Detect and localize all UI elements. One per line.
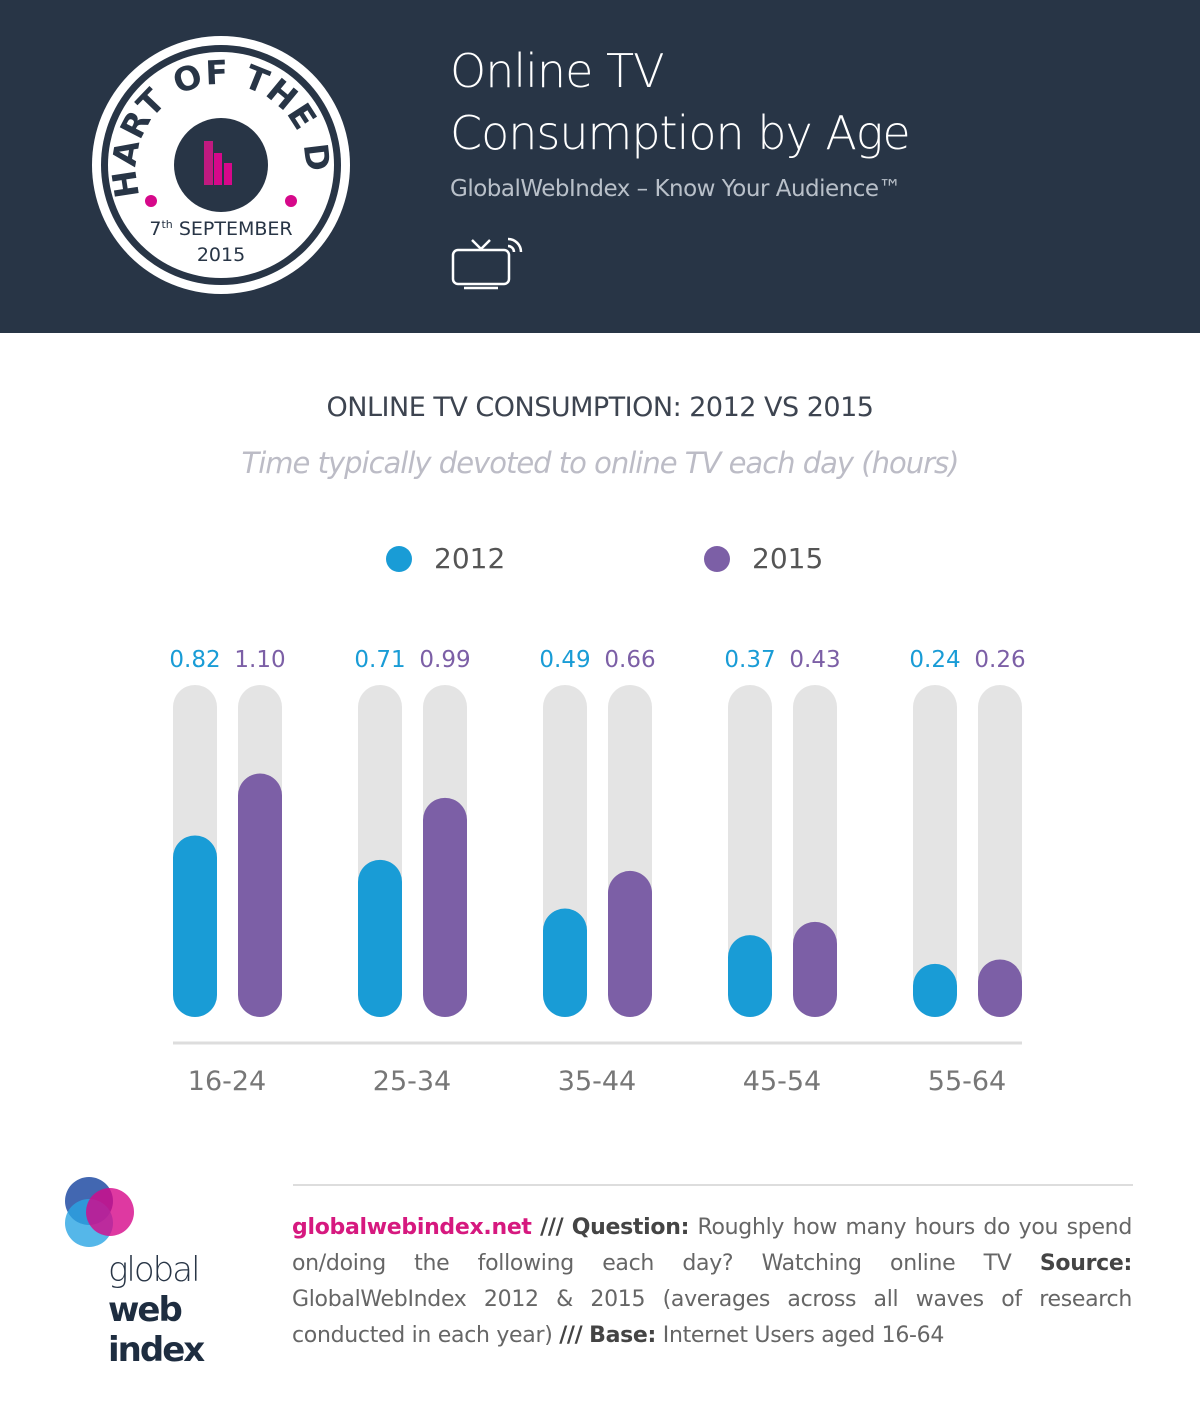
x-tick-label: 16-24 [188, 1066, 266, 1097]
x-tick-label: 25-34 [373, 1066, 451, 1097]
bar-2015-35-44 [608, 870, 652, 1017]
logo-line-2: web [108, 1290, 181, 1330]
bar-chart: 0.82 1.10 16-24 0.71 0.99 25-34 0.49 0.66 35-44 0… [169, 647, 1025, 1097]
bar-track [913, 685, 957, 1017]
bar-2012-45-54 [728, 935, 772, 1017]
legend-item-2012: 2012 [386, 542, 505, 575]
data-label: 1.10 [234, 647, 285, 673]
header: CHART OF THE DAY 7th SEPTEMBER 2015 Onli… [0, 0, 1200, 333]
bar-2015-45-54 [793, 921, 837, 1017]
page-title: Online TV Consumption by Age [450, 40, 911, 164]
legend-dot-2015 [704, 545, 730, 572]
bar-2012-35-44 [543, 908, 587, 1017]
data-label: 0.82 [169, 647, 220, 673]
footer-divider [293, 1184, 1133, 1186]
x-tick-label: 35-44 [558, 1066, 636, 1097]
data-label: 0.49 [539, 647, 590, 673]
bar-track [728, 685, 772, 1017]
data-label: 0.71 [354, 647, 405, 673]
data-label: 0.26 [974, 647, 1025, 673]
x-tick-label: 55-64 [928, 1066, 1006, 1097]
legend-dot-2012 [386, 545, 412, 572]
site-link[interactable]: globalwebindex.net [292, 1215, 532, 1240]
x-tick-label: 45-54 [743, 1066, 821, 1097]
bar-2012-16-24 [173, 835, 217, 1017]
bar-2012-25-34 [358, 859, 402, 1017]
page-subtitle: GlobalWebIndex – Know Your Audience™ [450, 176, 902, 202]
title-line-2: Consumption by Age [450, 106, 911, 160]
chart-subtitle: Time typically devoted to online TV each… [241, 446, 960, 480]
bar-2015-55-64 [978, 959, 1022, 1017]
legend-label: 2012 [434, 542, 506, 575]
footer-notes: globalwebindex.net /// Question: Roughly… [292, 1215, 1132, 1348]
data-label: 0.24 [909, 647, 960, 673]
logo-line-3: index [108, 1330, 205, 1370]
globalwebindex-logo: global web index [62, 1175, 242, 1379]
bar-2015-25-34 [423, 797, 467, 1017]
logo-line-1: global [108, 1250, 199, 1290]
legend-label: 2015 [752, 542, 824, 575]
data-label: 0.66 [604, 647, 655, 673]
bar-2015-16-24 [238, 773, 282, 1017]
bar-track [978, 685, 1022, 1017]
data-label: 0.37 [724, 647, 775, 673]
tv-broadcast-icon [451, 237, 523, 290]
data-label: 0.99 [419, 647, 470, 673]
svg-text:7th SEPTEMBER: 7th SEPTEMBER [149, 218, 292, 240]
data-label: 0.43 [789, 647, 840, 673]
legend-item-2015: 2015 [704, 542, 823, 575]
chart-title: ONLINE TV CONSUMPTION: 2012 VS 2015 [326, 392, 874, 423]
title-line-1: Online TV [450, 44, 665, 98]
bar-2012-55-64 [913, 963, 957, 1017]
chart-of-the-day-badge: CHART OF THE DAY 7th SEPTEMBER 2015 [90, 34, 350, 294]
svg-text:2015: 2015 [197, 244, 245, 266]
